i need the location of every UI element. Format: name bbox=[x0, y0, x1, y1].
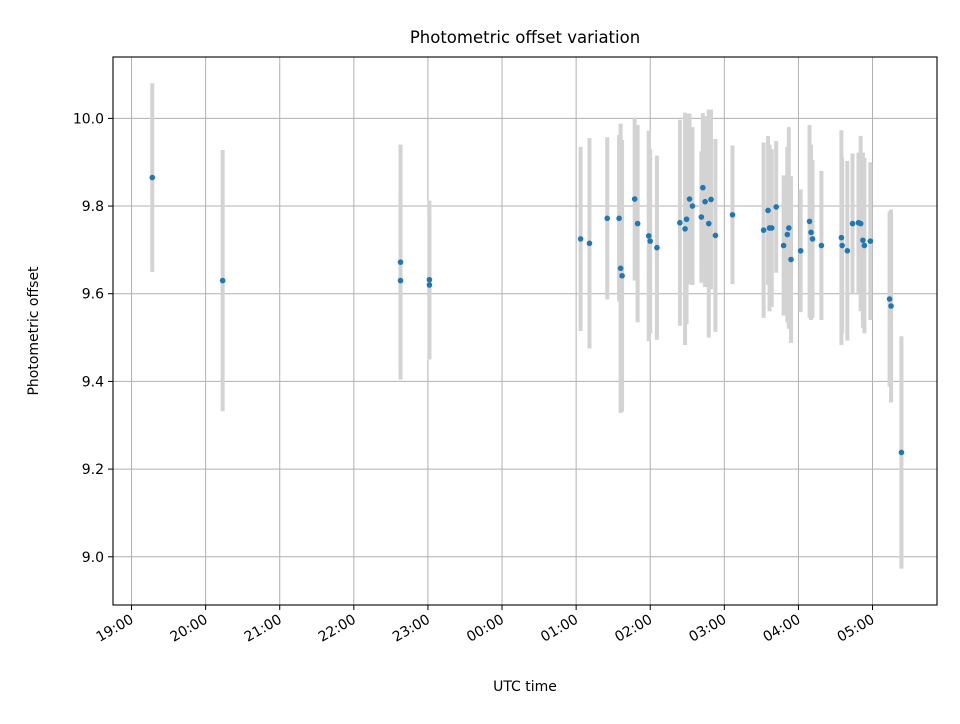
chart-title: Photometric offset variation bbox=[410, 28, 640, 47]
data-point bbox=[654, 244, 660, 251]
x-tick-label: 01:00 bbox=[538, 612, 581, 646]
x-tick-label: 02:00 bbox=[612, 612, 655, 646]
data-point bbox=[768, 225, 775, 231]
data-point bbox=[577, 236, 584, 242]
data-point bbox=[886, 296, 893, 302]
data-point bbox=[617, 265, 624, 272]
data-point bbox=[682, 226, 688, 232]
data-point bbox=[645, 233, 652, 239]
y-tick-label: 9.0 bbox=[82, 550, 104, 566]
data-point bbox=[806, 218, 813, 225]
data-point bbox=[426, 282, 433, 288]
y-axis-label: Photometric offset bbox=[26, 266, 42, 396]
x-tick-label: 19:00 bbox=[94, 612, 137, 646]
x-tick-label: 21:00 bbox=[242, 612, 285, 646]
x-tick-label: 00:00 bbox=[464, 612, 507, 646]
data-point bbox=[788, 256, 794, 263]
data-point bbox=[689, 203, 696, 209]
data-point bbox=[809, 236, 816, 242]
data-point bbox=[616, 215, 622, 222]
data-point bbox=[677, 219, 683, 226]
plot-area bbox=[113, 57, 937, 605]
data-point bbox=[797, 247, 804, 254]
data-point bbox=[586, 240, 593, 247]
data-point bbox=[773, 204, 780, 210]
data-point bbox=[397, 277, 404, 284]
x-tick-label: 05:00 bbox=[835, 612, 878, 646]
data-point bbox=[844, 247, 851, 254]
x-tick-label: 20:00 bbox=[168, 612, 211, 646]
data-point bbox=[808, 229, 814, 236]
data-point bbox=[686, 196, 693, 202]
point-layer bbox=[149, 174, 905, 456]
y-axis: 9.0 9.2 9.4 9.6 9.8 10.0 bbox=[73, 111, 113, 566]
data-point bbox=[785, 225, 792, 231]
data-point bbox=[729, 212, 736, 218]
data-point bbox=[888, 303, 894, 309]
data-point bbox=[219, 277, 226, 284]
x-tick-label: 22:00 bbox=[316, 612, 359, 646]
data-point bbox=[867, 238, 874, 244]
data-point bbox=[760, 227, 767, 233]
data-point bbox=[397, 259, 404, 265]
y-tick-label: 9.8 bbox=[82, 199, 104, 215]
y-tick-label: 9.6 bbox=[82, 287, 104, 303]
data-point bbox=[698, 214, 705, 220]
data-point bbox=[860, 237, 866, 244]
data-point bbox=[861, 242, 868, 249]
y-tick-label: 9.4 bbox=[82, 374, 104, 390]
data-point bbox=[857, 220, 864, 227]
data-point bbox=[647, 238, 654, 244]
data-point bbox=[818, 242, 825, 249]
data-point bbox=[898, 449, 905, 456]
data-point bbox=[426, 276, 433, 283]
x-tick-label: 04:00 bbox=[760, 612, 803, 646]
data-point bbox=[780, 242, 787, 249]
data-point bbox=[634, 220, 641, 227]
plot-frame bbox=[112, 56, 938, 606]
data-point bbox=[702, 198, 708, 205]
x-tick-label: 23:00 bbox=[390, 612, 433, 646]
data-point bbox=[619, 272, 625, 279]
data-point bbox=[149, 174, 156, 181]
x-tick-label: 03:00 bbox=[686, 612, 729, 646]
data-point bbox=[604, 215, 611, 222]
data-point bbox=[700, 184, 706, 191]
data-point bbox=[631, 196, 638, 202]
data-point bbox=[838, 234, 845, 241]
x-axis-label: UTC time bbox=[493, 679, 557, 695]
data-point bbox=[683, 216, 690, 223]
data-point bbox=[712, 232, 719, 239]
y-tick-label: 9.2 bbox=[82, 462, 104, 478]
data-point bbox=[765, 207, 771, 214]
data-point bbox=[849, 220, 856, 227]
data-point bbox=[705, 220, 712, 227]
x-axis: 19:00 20:00 21:00 22:00 23:00 00:00 01:00 02:00… bbox=[94, 605, 878, 646]
data-point bbox=[708, 196, 714, 203]
y-tick-label: 10.0 bbox=[73, 111, 104, 127]
data-point bbox=[784, 231, 791, 238]
data-point bbox=[839, 242, 845, 249]
